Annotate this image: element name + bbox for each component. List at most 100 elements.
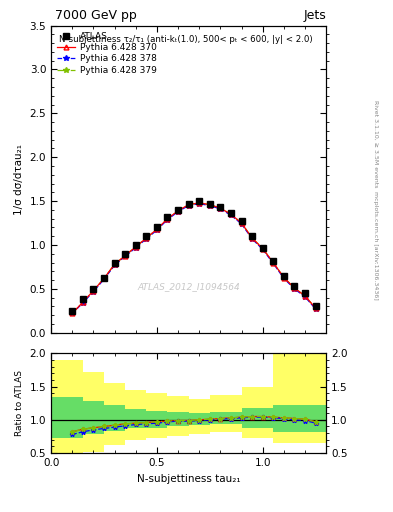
Pythia 6.428 379 bbox=[313, 305, 318, 311]
Bar bbox=[146, 411, 167, 428]
ATLAS bbox=[260, 245, 265, 251]
Pythia 6.428 370 bbox=[208, 202, 212, 208]
Y-axis label: Ratio to ATLAS: Ratio to ATLAS bbox=[15, 370, 24, 436]
Pythia 6.428 370 bbox=[303, 293, 307, 299]
Bar bbox=[125, 390, 146, 440]
Pythia 6.428 379 bbox=[123, 252, 127, 259]
Bar bbox=[210, 395, 242, 432]
Y-axis label: 1/σ dσ/dτau₂₁: 1/σ dσ/dτau₂₁ bbox=[14, 144, 24, 215]
Pythia 6.428 379 bbox=[81, 299, 85, 305]
Pythia 6.428 370 bbox=[144, 235, 149, 241]
Pythia 6.428 378 bbox=[133, 245, 138, 251]
Pythia 6.428 379 bbox=[208, 202, 212, 208]
Pythia 6.428 379 bbox=[197, 200, 202, 206]
Pythia 6.428 379 bbox=[239, 220, 244, 226]
Pythia 6.428 370 bbox=[292, 285, 297, 291]
Pythia 6.428 379 bbox=[70, 310, 75, 316]
Pythia 6.428 378 bbox=[260, 246, 265, 252]
Pythia 6.428 370 bbox=[176, 208, 180, 214]
Pythia 6.428 378 bbox=[176, 208, 180, 215]
Pythia 6.428 379 bbox=[292, 285, 297, 291]
Text: Jets: Jets bbox=[303, 9, 326, 22]
Pythia 6.428 378 bbox=[250, 236, 255, 242]
Pythia 6.428 378 bbox=[81, 300, 85, 306]
Pythia 6.428 370 bbox=[281, 274, 286, 281]
Pythia 6.428 379 bbox=[271, 260, 275, 266]
Pythia 6.428 378 bbox=[154, 227, 159, 233]
Pythia 6.428 379 bbox=[218, 205, 223, 211]
Legend: ATLAS, Pythia 6.428 370, Pythia 6.428 378, Pythia 6.428 379: ATLAS, Pythia 6.428 370, Pythia 6.428 37… bbox=[55, 30, 159, 76]
ATLAS bbox=[154, 224, 159, 230]
Pythia 6.428 379 bbox=[112, 261, 117, 267]
Bar bbox=[51, 396, 83, 438]
ATLAS bbox=[303, 290, 307, 296]
Pythia 6.428 370 bbox=[123, 252, 127, 259]
Bar bbox=[273, 353, 326, 443]
Pythia 6.428 379 bbox=[281, 274, 286, 281]
ATLAS bbox=[250, 233, 255, 239]
Pythia 6.428 378 bbox=[186, 202, 191, 208]
Pythia 6.428 378 bbox=[271, 261, 275, 267]
Bar bbox=[83, 372, 104, 452]
Bar bbox=[242, 408, 273, 428]
Pythia 6.428 370 bbox=[239, 220, 244, 226]
Bar bbox=[189, 413, 210, 425]
Pythia 6.428 378 bbox=[303, 294, 307, 300]
Pythia 6.428 378 bbox=[208, 202, 212, 208]
Pythia 6.428 378 bbox=[123, 253, 127, 260]
Pythia 6.428 378 bbox=[112, 262, 117, 268]
Pythia 6.428 370 bbox=[70, 310, 75, 316]
Pythia 6.428 378 bbox=[91, 288, 96, 294]
ATLAS bbox=[218, 204, 223, 210]
ATLAS bbox=[271, 258, 275, 264]
Line: Pythia 6.428 379: Pythia 6.428 379 bbox=[70, 200, 318, 316]
Bar bbox=[104, 382, 125, 445]
ATLAS bbox=[313, 304, 318, 310]
ATLAS bbox=[165, 214, 170, 220]
Text: Rivet 3.1.10, ≥ 3.5M events: Rivet 3.1.10, ≥ 3.5M events bbox=[373, 100, 378, 187]
Bar bbox=[273, 405, 326, 432]
Pythia 6.428 379 bbox=[303, 293, 307, 299]
Pythia 6.428 379 bbox=[229, 211, 233, 218]
Bar bbox=[167, 412, 189, 426]
X-axis label: N-subjettiness tau₂₁: N-subjettiness tau₂₁ bbox=[137, 474, 241, 483]
Pythia 6.428 370 bbox=[218, 205, 223, 211]
Text: ATLAS_2012_I1094564: ATLAS_2012_I1094564 bbox=[137, 282, 240, 291]
Text: N-subjettiness τ₂/τ₁ (anti-kₜ(1.0), 500< pₜ < 600, |y| < 2.0): N-subjettiness τ₂/τ₁ (anti-kₜ(1.0), 500<… bbox=[59, 35, 313, 44]
ATLAS bbox=[112, 260, 117, 266]
ATLAS bbox=[281, 273, 286, 279]
ATLAS bbox=[197, 198, 202, 204]
ATLAS bbox=[144, 233, 149, 239]
Bar bbox=[146, 393, 167, 438]
Pythia 6.428 378 bbox=[239, 221, 244, 227]
ATLAS bbox=[81, 296, 85, 303]
Pythia 6.428 379 bbox=[260, 245, 265, 251]
Pythia 6.428 370 bbox=[154, 226, 159, 232]
ATLAS bbox=[102, 274, 107, 281]
Pythia 6.428 378 bbox=[144, 236, 149, 242]
Pythia 6.428 379 bbox=[144, 235, 149, 241]
Bar bbox=[189, 398, 210, 434]
Line: Pythia 6.428 378: Pythia 6.428 378 bbox=[70, 201, 318, 316]
Pythia 6.428 370 bbox=[197, 200, 202, 206]
Pythia 6.428 370 bbox=[91, 288, 96, 294]
Line: Pythia 6.428 370: Pythia 6.428 370 bbox=[70, 201, 318, 316]
Pythia 6.428 379 bbox=[102, 275, 107, 282]
ATLAS bbox=[91, 286, 96, 292]
Text: 7000 GeV pp: 7000 GeV pp bbox=[55, 9, 137, 22]
Bar bbox=[51, 360, 83, 458]
Pythia 6.428 379 bbox=[176, 208, 180, 214]
Pythia 6.428 379 bbox=[154, 226, 159, 232]
Pythia 6.428 370 bbox=[260, 245, 265, 251]
ATLAS bbox=[208, 201, 212, 207]
Bar bbox=[210, 412, 242, 424]
Pythia 6.428 370 bbox=[133, 244, 138, 250]
Pythia 6.428 370 bbox=[186, 202, 191, 208]
Pythia 6.428 378 bbox=[165, 217, 170, 223]
Line: ATLAS: ATLAS bbox=[70, 198, 318, 314]
Pythia 6.428 378 bbox=[102, 276, 107, 282]
Bar bbox=[83, 401, 104, 435]
ATLAS bbox=[239, 218, 244, 224]
Bar bbox=[104, 405, 125, 431]
Bar bbox=[125, 409, 146, 429]
